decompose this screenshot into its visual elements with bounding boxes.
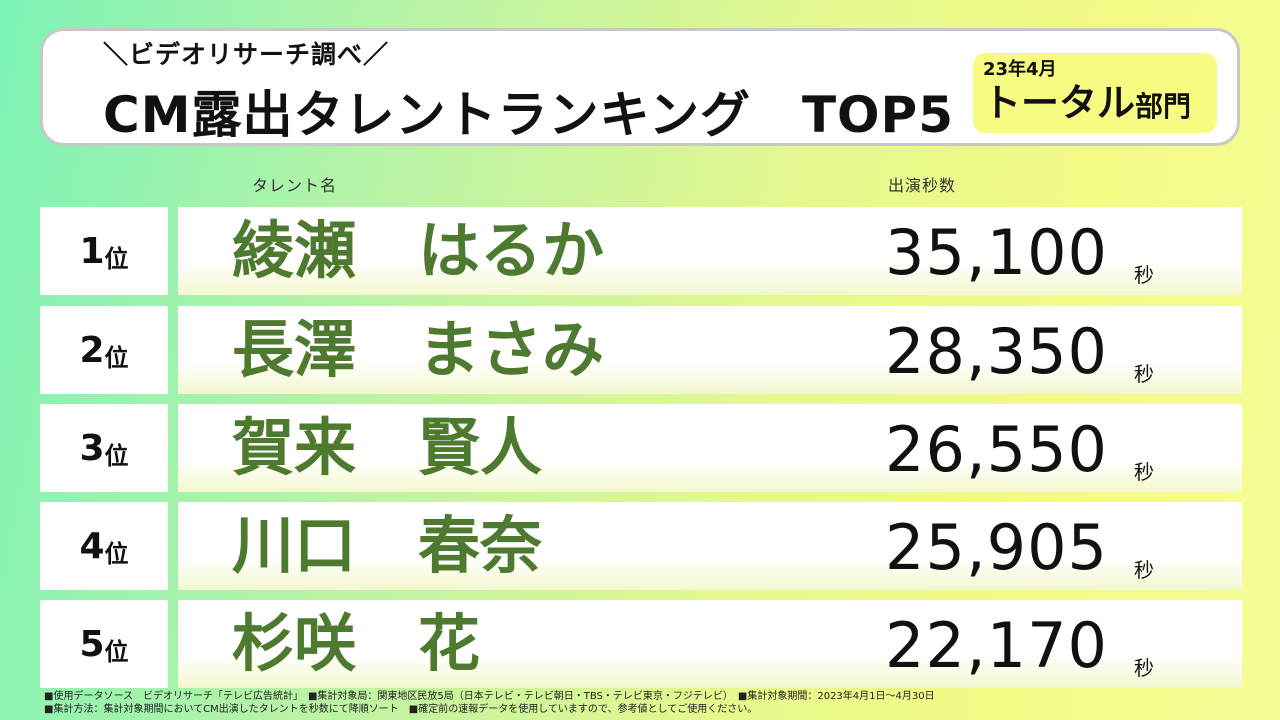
page-title: CM露出タレントランキング TOP5 — [103, 86, 954, 144]
talent-name: 杉咲 花 — [232, 607, 481, 680]
talent-name: 長澤 まさみ — [232, 313, 605, 386]
talent-name: 賀来 賢人 — [232, 411, 543, 484]
period-badge: 23年4月 トータル部門 — [973, 53, 1217, 133]
appearance-seconds: 28,350 — [885, 315, 1108, 388]
appearance-seconds: 26,550 — [885, 413, 1108, 486]
footnotes: ■使用データソース ビデオリサーチ「テレビ広告統計」 ■集計対象局：関東地区民放… — [44, 690, 935, 716]
rank-suffix: 位 — [104, 539, 129, 568]
rank-number: 4 — [79, 525, 105, 567]
category-main: トータル — [983, 81, 1136, 125]
seconds-unit: 秒 — [1134, 558, 1154, 582]
talent-cell: 綾瀬 はるか 35,100 秒 — [178, 207, 1242, 295]
talent-name: 川口 春奈 — [232, 509, 543, 582]
talent-cell: 川口 春奈 25,905 秒 — [178, 502, 1242, 590]
talent-cell: 長澤 まさみ 28,350 秒 — [178, 306, 1242, 394]
appearance-seconds: 35,100 — [885, 216, 1108, 289]
rank-suffix: 位 — [104, 244, 129, 273]
column-header-seconds: 出演秒数 — [888, 176, 957, 195]
rank-number: 2 — [79, 329, 105, 371]
seconds-unit: 秒 — [1134, 460, 1154, 484]
talent-cell: 杉咲 花 22,170 秒 — [178, 600, 1242, 688]
talent-cell: 賀来 賢人 26,550 秒 — [178, 404, 1242, 492]
footnote-line: ■使用データソース ビデオリサーチ「テレビ広告統計」 ■集計対象局：関東地区民放… — [44, 691, 935, 702]
footnote-line: ■集計方法：集計対象期間においてCM出演したタレントを秒数にて降順ソート ■確定… — [44, 704, 758, 715]
seconds-unit: 秒 — [1134, 263, 1154, 287]
seconds-unit: 秒 — [1134, 362, 1154, 386]
category-sub: 部門 — [1135, 90, 1192, 123]
rank-number: 3 — [79, 427, 105, 469]
source-subtitle: ＼ビデオリサーチ調べ／ — [103, 40, 390, 69]
category-label: トータル部門 — [983, 81, 1207, 133]
rank-suffix: 位 — [104, 441, 129, 470]
period-date: 23年4月 — [983, 59, 1057, 80]
rank-number: 5 — [79, 623, 105, 665]
title-panel: ＼ビデオリサーチ調べ／ CM露出タレントランキング TOP5 23年4月 トータ… — [40, 28, 1240, 146]
appearance-seconds: 22,170 — [885, 609, 1108, 682]
appearance-seconds: 25,905 — [885, 511, 1108, 584]
talent-name: 綾瀬 はるか — [232, 214, 605, 287]
column-header-name: タレント名 — [252, 176, 338, 195]
rank-suffix: 位 — [104, 343, 129, 372]
rank-suffix: 位 — [104, 637, 129, 666]
rank-number: 1 — [79, 230, 105, 272]
seconds-unit: 秒 — [1134, 656, 1154, 680]
